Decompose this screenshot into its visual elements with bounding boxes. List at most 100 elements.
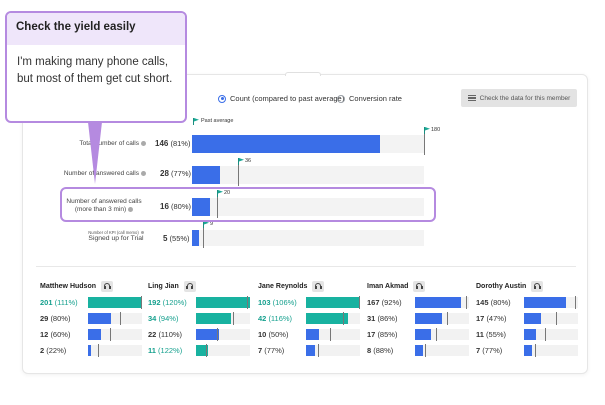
funnel-label-answered-calls: Number of answered calls: [50, 170, 146, 178]
callout-box: Check the yield easily I'm making many p…: [5, 11, 187, 123]
member-column: Dorothy Austin 145 (80%) 17 (47%) 11 (55%) 7…: [476, 280, 586, 357]
member-metric-avg-line: [358, 296, 360, 309]
callout-body: I'm making many phone calls, but most of…: [17, 56, 173, 85]
member-metric-value: 10 (50%): [258, 330, 289, 339]
funnel-value-long-calls: 16 (80%): [160, 202, 192, 211]
flag-icon: [217, 190, 223, 197]
funnel-track-1: [192, 166, 424, 184]
member-column: Matthew Hudson 201 (111%) 29 (80%) 12 (60%)…: [40, 280, 150, 357]
member-metric-row: 103 (106%): [258, 296, 368, 309]
info-icon: [141, 140, 146, 146]
member-metric-value: 201 (111%): [40, 298, 78, 307]
funnel-bar-1: [192, 166, 220, 184]
member-metric-bar: [306, 313, 349, 324]
funnel-avg-line-1: [238, 164, 239, 186]
member-metric-track: [415, 344, 469, 357]
member-metric-bar: [306, 329, 319, 340]
member-metric-track: [415, 296, 469, 309]
member-metric-row: 167 (92%): [367, 296, 477, 309]
member-metric-track: [524, 296, 578, 309]
member-metric-track: [306, 312, 360, 325]
member-metric-avg-line: [246, 296, 248, 309]
member-metric-value: 11 (55%): [476, 330, 507, 339]
member-metric-row: 7 (77%): [476, 344, 586, 357]
funnel-label-long-calls: Number of answered calls (more than 3 mi…: [66, 198, 142, 214]
radio-unselected-icon: [337, 94, 345, 103]
member-metric-bar: [524, 345, 532, 356]
member-metric-value: 31 (86%): [367, 314, 398, 323]
member-metric-bar: [415, 329, 432, 340]
member-metric-bar: [196, 329, 219, 340]
funnel-track-3: [192, 230, 424, 246]
flag-icon: [193, 118, 199, 125]
member-metric-row: 11 (55%): [476, 328, 586, 341]
headphone-icon[interactable]: [101, 280, 113, 292]
member-metric-avg-line: [232, 312, 234, 325]
info-icon: [128, 206, 134, 212]
funnel-avg-line-3: [203, 228, 204, 248]
radio-count[interactable]: Count (compared to past average): [218, 94, 344, 103]
member-metric-avg-line: [534, 344, 536, 357]
member-metric-avg-line: [447, 312, 449, 325]
funnel-bar-0: [192, 135, 380, 153]
member-metric-bar: [415, 297, 462, 308]
member-metric-row: 22 (110%): [148, 328, 258, 341]
headphone-icon[interactable]: [183, 280, 196, 292]
headphone-icon[interactable]: [312, 280, 325, 292]
member-metric-value: 17 (47%): [476, 314, 507, 323]
member-metric-value: 7 (77%): [258, 346, 285, 355]
funnel-label-total-calls: Total number of calls: [60, 140, 146, 148]
funnel-label-signed-up: Number of KPI (call memo) Signed up for …: [88, 230, 144, 243]
member-metric-value: 7 (77%): [476, 346, 503, 355]
member-metric-value: 192 (120%): [148, 298, 187, 307]
card-handle: [285, 72, 321, 76]
funnel-track-0: [192, 135, 424, 153]
funnel-avg-line-2: [217, 196, 218, 218]
member-metric-track: [196, 296, 250, 309]
member-metric-avg-line: [435, 328, 437, 341]
headphone-icon[interactable]: [531, 280, 544, 292]
funnel-avg-marker-2: 20: [217, 190, 230, 197]
member-metric-bar: [524, 313, 542, 324]
headphone-icon[interactable]: [413, 280, 426, 292]
member-metric-value: 103 (106%): [258, 298, 297, 307]
member-metric-row: 7 (77%): [258, 344, 368, 357]
member-metric-bar: [88, 329, 101, 340]
funnel-value-total-calls: 146 (81%): [155, 139, 191, 148]
member-metric-bar: [306, 297, 360, 308]
check-member-data-button[interactable]: Check the data for this member: [461, 89, 577, 107]
member-metric-avg-line: [342, 312, 344, 325]
member-metric-value: 12 (60%): [40, 330, 71, 339]
member-metric-avg-line: [465, 296, 467, 309]
member-metric-row: 192 (120%): [148, 296, 258, 309]
member-metric-row: 2 (22%): [40, 344, 150, 357]
member-name: Jane Reynolds: [258, 280, 368, 292]
member-metric-track: [196, 344, 250, 357]
info-icon: [141, 170, 146, 176]
funnel-avg-marker-0: 180: [424, 127, 440, 134]
member-metric-track: [524, 312, 578, 325]
member-metric-track: [196, 328, 250, 341]
member-metric-row: 145 (80%): [476, 296, 586, 309]
member-metric-avg-line: [330, 328, 332, 341]
funnel-avg-line-0: [424, 133, 425, 155]
member-metric-row: 34 (94%): [148, 312, 258, 325]
flag-icon: [424, 127, 430, 134]
member-metric-bar: [196, 297, 250, 308]
member-metric-bar: [415, 345, 423, 356]
member-metric-value: 8 (88%): [367, 346, 394, 355]
member-metric-bar: [306, 345, 315, 356]
funnel-bar-2: [192, 198, 211, 216]
radio-conversion[interactable]: Conversion rate: [337, 94, 402, 103]
member-metric-track: [415, 328, 469, 341]
member-metric-bar: [88, 313, 111, 324]
member-metric-value: 145 (80%): [476, 298, 511, 307]
section-divider: [36, 266, 576, 267]
member-metric-row: 42 (116%): [258, 312, 368, 325]
member-metric-avg-line: [120, 312, 122, 325]
member-metric-avg-line: [140, 296, 142, 309]
member-metric-avg-line: [317, 344, 319, 357]
member-metric-avg-line: [424, 344, 426, 357]
member-metric-track: [415, 312, 469, 325]
member-metric-avg-line: [216, 328, 218, 341]
